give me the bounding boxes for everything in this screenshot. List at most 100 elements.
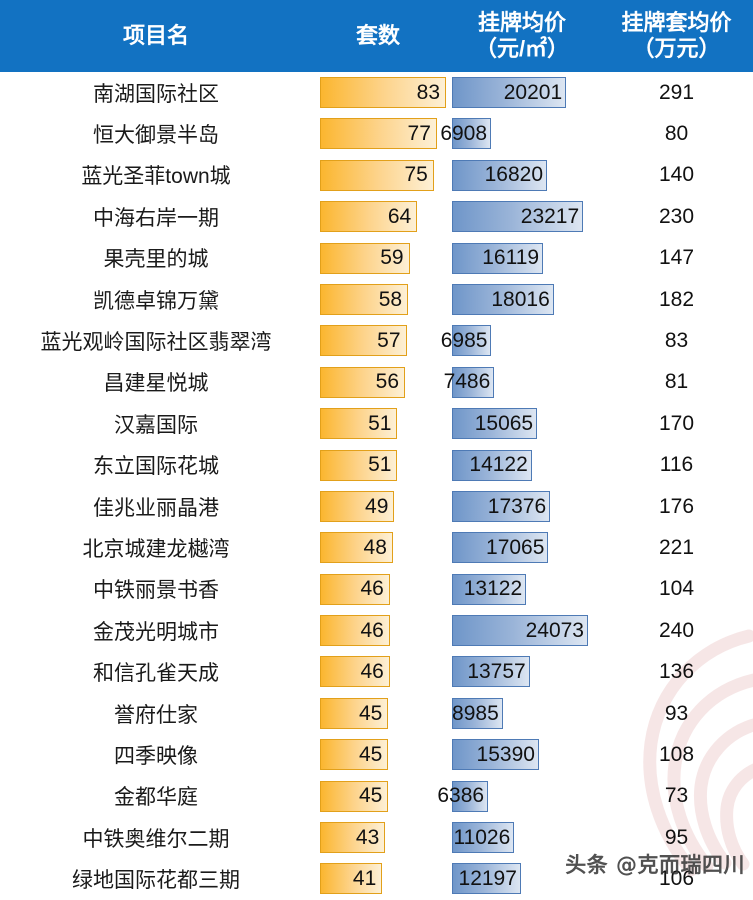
cell-count: 48	[312, 527, 444, 568]
cell-unit-price: 15065	[444, 403, 600, 444]
unit-price-value: 13757	[467, 660, 526, 684]
unit-price-bar	[452, 490, 551, 522]
cell-project-name: 和信孔雀天成	[93, 662, 219, 686]
unit-price-value: 6908	[440, 122, 488, 146]
column-header-count-label: 套数	[355, 22, 400, 48]
count-value: 51	[368, 453, 392, 477]
count-bar	[320, 615, 390, 647]
unit-price-value: 18016	[491, 287, 550, 311]
count-value: 45	[358, 784, 383, 808]
table-row: 北京城建龙樾湾 48 17065 221	[0, 527, 753, 568]
cell-unit-price: 14122	[444, 445, 600, 486]
table-row: 中铁丽景书香 46 13122 104	[0, 569, 753, 610]
cell-project-name: 中铁丽景书香	[93, 579, 219, 603]
count-value: 43	[355, 825, 380, 849]
unit-price-value: 17376	[487, 494, 547, 518]
cell-project-name: 金茂光明城市	[93, 620, 219, 644]
cell-total-price: 81	[664, 370, 689, 394]
cell-unit-price: 16820	[444, 155, 600, 196]
cell-unit-price: 6386	[437, 776, 600, 817]
table-row: 蓝光观岭国际社区翡翠湾 57 6985 83	[0, 320, 753, 361]
table-body: 南湖国际社区 83 20201 291 恒大御景半岛 77 6908 80 蓝光圣菲town城 7…	[0, 72, 753, 900]
cell-project-name: 金都华庭	[114, 786, 198, 810]
watermark-text: 头条 @克而瑞四川	[565, 853, 745, 877]
cell-total-price: 136	[658, 660, 695, 684]
cell-project-name: 果壳里的城	[103, 248, 209, 272]
count-value: 46	[360, 618, 384, 642]
count-bar	[320, 780, 389, 812]
cell-count: 56	[312, 362, 444, 403]
cell-unit-price: 17065	[444, 527, 600, 568]
cell-count: 64	[312, 196, 444, 237]
count-value: 45	[358, 742, 383, 766]
cell-total-price: 182	[658, 287, 695, 311]
cell-count: 58	[312, 279, 444, 320]
unit-price-bar	[452, 325, 492, 357]
cell-count: 57	[312, 320, 444, 361]
unit-price-bar	[452, 366, 495, 398]
cell-project-name: 凯德卓锦万黛	[93, 289, 219, 313]
unit-price-value: 6985	[440, 329, 488, 353]
cell-count: 46	[312, 610, 444, 651]
table-row: 南湖国际社区 83 20201 291	[0, 72, 753, 113]
cell-total-price: 108	[658, 742, 695, 766]
cell-count: 45	[312, 776, 444, 817]
cell-project-name: 昌建星悦城	[103, 372, 209, 396]
count-bar	[320, 490, 395, 522]
unit-price-value: 16119	[482, 246, 540, 270]
cell-total-price: 170	[658, 411, 695, 435]
cell-total-price: 73	[664, 784, 689, 808]
cell-count: 77	[312, 113, 444, 154]
count-bar	[320, 573, 390, 605]
cell-unit-price: 11026	[444, 817, 600, 858]
count-value: 77	[407, 122, 431, 146]
cell-total-price: 104	[658, 577, 695, 601]
count-bar	[320, 697, 389, 729]
unit-price-value: 20201	[503, 80, 563, 104]
unit-price-value: 7486	[443, 370, 491, 394]
count-bar	[320, 656, 390, 688]
count-value: 49	[365, 494, 389, 518]
cell-count: 46	[312, 569, 444, 610]
unit-price-bar	[452, 822, 515, 854]
cell-unit-price: 13122	[444, 569, 600, 610]
cell-total-price: 240	[658, 618, 695, 642]
table-row: 汉嘉国际 51 15065 170	[0, 403, 753, 444]
count-bar	[320, 159, 434, 191]
unit-price-bar	[452, 697, 503, 729]
table-row: 东立国际花城 51 14122 116	[0, 445, 753, 486]
unit-price-bar	[452, 159, 548, 191]
unit-price-bar	[452, 532, 549, 564]
cell-total-price: 140	[658, 163, 695, 187]
cell-total-price: 106	[658, 867, 695, 891]
unit-price-bar	[452, 77, 567, 108]
unit-price-value: 15065	[474, 411, 534, 435]
cell-project-name: 蓝光观岭国际社区翡翠湾	[40, 331, 272, 355]
count-bar	[320, 822, 386, 854]
cell-count: 41	[312, 858, 444, 899]
cell-count: 75	[312, 155, 444, 196]
unit-price-bar	[452, 780, 489, 812]
unit-price-value: 15390	[476, 742, 535, 766]
count-bar	[320, 325, 407, 357]
count-value: 83	[416, 80, 440, 104]
table-row: 果壳里的城 59 16119 147	[0, 238, 753, 279]
cell-unit-price: 20201	[444, 72, 600, 113]
cell-count: 51	[312, 445, 444, 486]
count-bar	[320, 449, 398, 481]
unit-price-bar	[452, 242, 544, 274]
cell-project-name: 北京城建龙樾湾	[82, 537, 230, 561]
cell-total-price: 176	[658, 494, 695, 518]
table-row: 中海右岸一期 64 23217 230	[0, 196, 753, 237]
cell-unit-price: 8985	[444, 693, 600, 734]
unit-price-bar	[452, 739, 539, 771]
cell-project-name: 南湖国际社区	[93, 82, 219, 106]
unit-price-bar	[452, 118, 492, 150]
count-value: 56	[375, 370, 400, 394]
table-row: 中铁奥维尔二期 43 11026 95	[0, 817, 753, 858]
unit-price-bar	[452, 408, 538, 440]
cell-project-name: 誉府仕家	[114, 703, 198, 727]
unit-price-bar	[452, 573, 527, 605]
count-bar	[320, 366, 405, 398]
